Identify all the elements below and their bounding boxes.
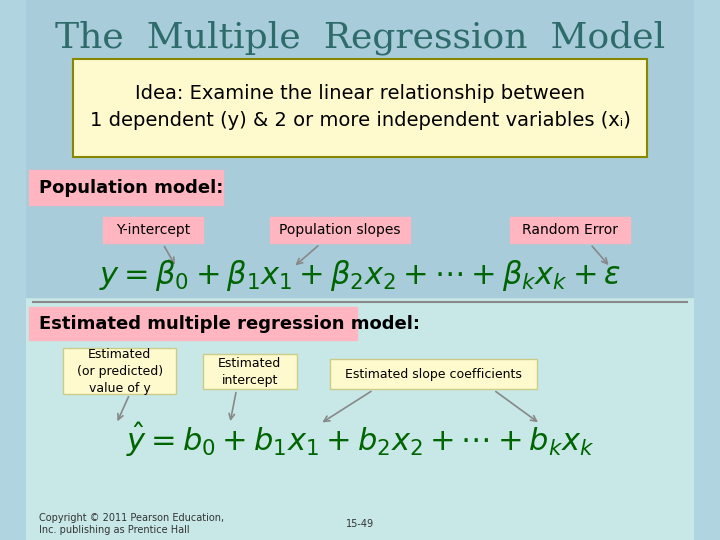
FancyBboxPatch shape (30, 307, 356, 340)
FancyBboxPatch shape (510, 217, 631, 243)
Text: Population slopes: Population slopes (279, 223, 401, 237)
Text: Idea: Examine the linear relationship between
1 dependent (y) & 2 or more indepe: Idea: Examine the linear relationship be… (89, 84, 631, 130)
Text: $y = \beta_0 + \beta_1 x_1 + \beta_2 x_2 + \cdots  + \beta_k x_k + \varepsilon$: $y = \beta_0 + \beta_1 x_1 + \beta_2 x_2… (99, 258, 621, 293)
Text: Random Error: Random Error (522, 223, 618, 237)
FancyBboxPatch shape (73, 59, 647, 157)
Text: Estimated multiple regression model:: Estimated multiple regression model: (40, 315, 420, 333)
FancyBboxPatch shape (270, 217, 410, 243)
FancyBboxPatch shape (330, 359, 537, 389)
Bar (26, 297, 694, 540)
FancyBboxPatch shape (103, 217, 203, 243)
Text: Estimated
intercept: Estimated intercept (218, 356, 282, 387)
Text: 15-49: 15-49 (346, 519, 374, 529)
Text: Copyright © 2011 Pearson Education,
Inc. publishing as Prentice Hall: Copyright © 2011 Pearson Education, Inc.… (40, 512, 225, 535)
Text: Population model:: Population model: (40, 179, 224, 197)
FancyBboxPatch shape (203, 354, 297, 389)
Bar (26, 0, 694, 297)
Text: The  Multiple  Regression  Model: The Multiple Regression Model (55, 21, 665, 55)
Text: Y-intercept: Y-intercept (116, 223, 190, 237)
FancyBboxPatch shape (63, 348, 176, 394)
Text: Estimated slope coefficients: Estimated slope coefficients (345, 368, 522, 381)
Text: Estimated
(or predicted)
value of y: Estimated (or predicted) value of y (76, 348, 163, 395)
FancyBboxPatch shape (30, 170, 223, 205)
Text: $\hat{y} = b_0 + b_1 x_1 + b_2 x_2 + \cdots  + b_k x_k$: $\hat{y} = b_0 + b_1 x_1 + b_2 x_2 + \cd… (126, 421, 594, 459)
